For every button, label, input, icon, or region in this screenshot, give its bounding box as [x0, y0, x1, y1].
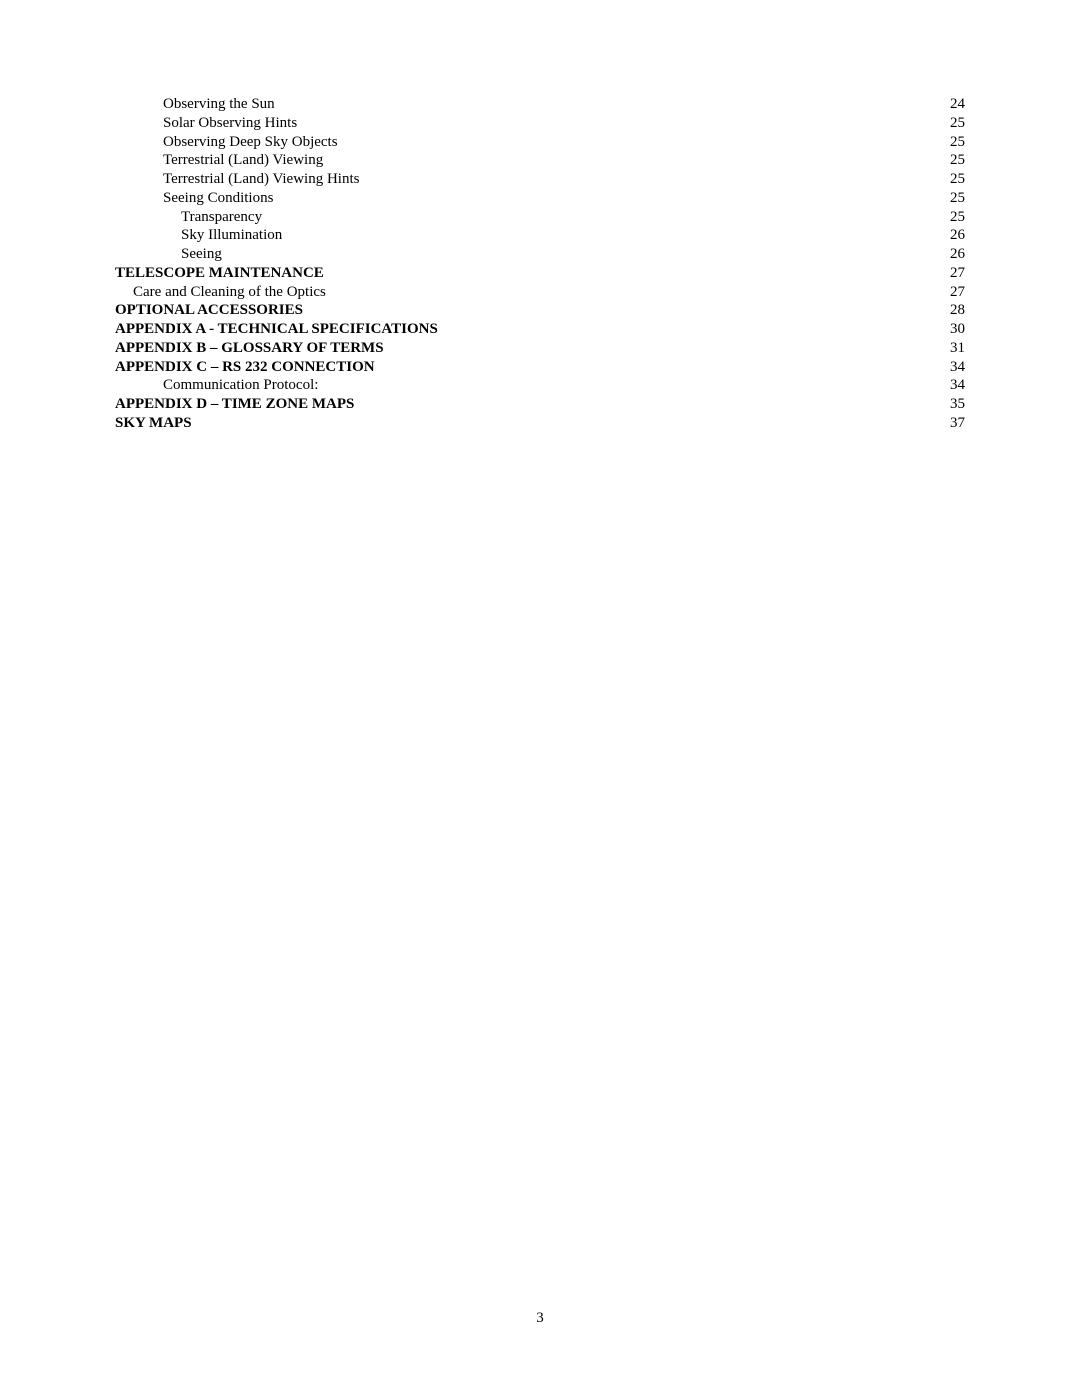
toc-entry-title: Seeing Conditions: [163, 189, 273, 208]
toc-entry-title: TELESCOPE MAINTENANCE: [115, 264, 324, 283]
toc-entry-page: 27: [950, 283, 965, 302]
toc-entry-page: 30: [950, 320, 965, 339]
toc-entry-page: 25: [950, 133, 965, 152]
toc-entry-title: SKY MAPS: [115, 414, 192, 433]
toc-entry: Terrestrial (Land) Viewing 25: [115, 151, 965, 170]
toc-entry: Solar Observing Hints 25: [115, 114, 965, 133]
toc-entry-page: 26: [950, 226, 965, 245]
toc-entry-page: 34: [950, 376, 965, 395]
toc-entry-title: Sky Illumination: [181, 226, 282, 245]
toc-entry-page: 25: [950, 189, 965, 208]
toc-entry-title: APPENDIX D – TIME ZONE MAPS: [115, 395, 354, 414]
toc-entry: APPENDIX C – RS 232 CONNECTION 34: [115, 358, 965, 377]
toc-entry-page: 26: [950, 245, 965, 264]
toc-entry: OPTIONAL ACCESSORIES 28: [115, 301, 965, 320]
toc-entry: SKY MAPS 37: [115, 414, 965, 433]
toc-entry-page: 28: [950, 301, 965, 320]
toc-entry: Communication Protocol: 34: [115, 376, 965, 395]
toc-entry-title: Observing the Sun: [163, 95, 275, 114]
toc-entry-page: 24: [950, 95, 965, 114]
toc-entry-title: Seeing: [181, 245, 222, 264]
toc-entry: Observing Deep Sky Objects 25: [115, 133, 965, 152]
toc-entry-title: Solar Observing Hints: [163, 114, 297, 133]
toc-entry: Transparency 25: [115, 208, 965, 227]
toc-entry: Care and Cleaning of the Optics 27: [115, 283, 965, 302]
toc-entry: Sky Illumination 26: [115, 226, 965, 245]
toc-entry-page: 25: [950, 151, 965, 170]
toc-entry: APPENDIX A - TECHNICAL SPECIFICATIONS 30: [115, 320, 965, 339]
toc-entry-title: Transparency: [181, 208, 262, 227]
toc-entry-page: 35: [950, 395, 965, 414]
toc-entry-title: Observing Deep Sky Objects: [163, 133, 338, 152]
page-number: 3: [0, 1310, 1080, 1327]
toc-entry-page: 27: [950, 264, 965, 283]
toc-entry-title: Communication Protocol:: [163, 376, 318, 395]
toc-entry-page: 25: [950, 114, 965, 133]
toc-entry: Seeing Conditions 25: [115, 189, 965, 208]
toc-entry-title: APPENDIX C – RS 232 CONNECTION: [115, 358, 375, 377]
toc-entry-page: 25: [950, 208, 965, 227]
toc-entry: APPENDIX D – TIME ZONE MAPS 35: [115, 395, 965, 414]
toc-entry: Seeing 26: [115, 245, 965, 264]
toc-entry-title: APPENDIX A - TECHNICAL SPECIFICATIONS: [115, 320, 438, 339]
toc-entry-title: APPENDIX B – GLOSSARY OF TERMS: [115, 339, 384, 358]
page-content: Observing the Sun24Solar Observing Hints…: [0, 0, 1080, 433]
toc-entry-page: 31: [950, 339, 965, 358]
table-of-contents: Observing the Sun24Solar Observing Hints…: [115, 95, 965, 433]
toc-entry-title: Terrestrial (Land) Viewing Hints: [163, 170, 359, 189]
toc-entry: APPENDIX B – GLOSSARY OF TERMS 31: [115, 339, 965, 358]
toc-entry-page: 37: [950, 414, 965, 433]
toc-entry-title: OPTIONAL ACCESSORIES: [115, 301, 303, 320]
toc-entry: Terrestrial (Land) Viewing Hints 25: [115, 170, 965, 189]
toc-entry: Observing the Sun 24: [115, 95, 965, 114]
toc-entry-title: Care and Cleaning of the Optics: [133, 283, 326, 302]
toc-entry: TELESCOPE MAINTENANCE 27: [115, 264, 965, 283]
toc-entry-title: Terrestrial (Land) Viewing: [163, 151, 323, 170]
toc-entry-page: 34: [950, 358, 965, 377]
toc-entry-page: 25: [950, 170, 965, 189]
